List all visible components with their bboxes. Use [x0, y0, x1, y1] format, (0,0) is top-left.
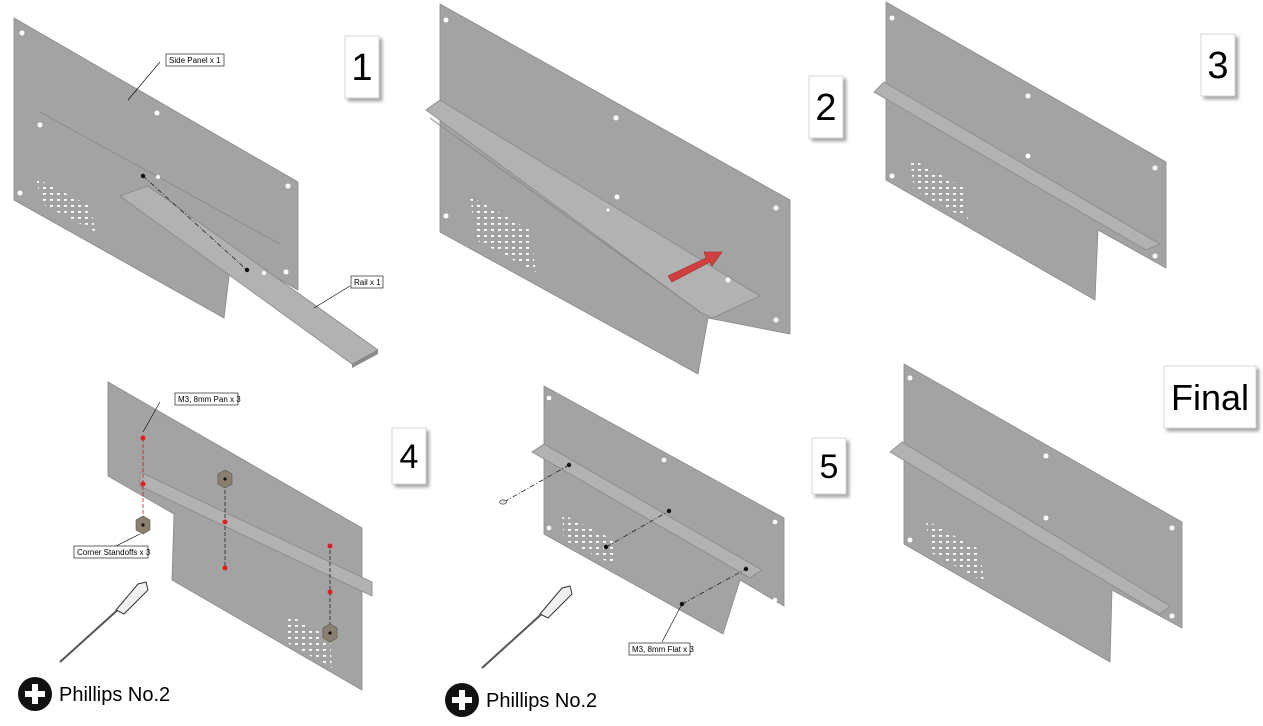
step-5-number: 5 [820, 448, 839, 486]
standoffs-callout: Corner Standoffs x 3 [77, 548, 151, 557]
rail [873, 81, 1161, 251]
final-assembly-illustration [889, 363, 1183, 663]
rail-callout: Rail x 1 [354, 278, 381, 287]
rail [889, 441, 1171, 615]
rail [531, 443, 763, 579]
step-4-illustration: M3, 8mm Pan x 3 Corner Standoffs x 3 [59, 381, 373, 691]
flat-screw [499, 499, 507, 505]
step-5-illustration: M3, 8mm Flat x 3 [481, 385, 785, 669]
side-panel-callout: Side Panel x 1 [169, 56, 221, 65]
flat-screws-callout: M3, 8mm Flat x 3 [632, 645, 694, 654]
step-2-number-box [808, 75, 844, 139]
phillips-head-icon [18, 677, 52, 711]
side-panel [543, 385, 785, 635]
side-panel [439, 3, 791, 375]
vent-holes [910, 158, 968, 220]
tool-label-step-4: Phillips No.2 [59, 684, 170, 706]
step-2-illustration [425, 3, 791, 375]
step-1-number: 1 [351, 47, 372, 89]
final-label-box [1163, 365, 1257, 429]
step-4-number-box [391, 427, 427, 485]
step-3-number-box [1200, 33, 1236, 97]
screwdriver-icon [481, 585, 573, 669]
step-1-number-box [344, 35, 380, 99]
pan-screws-callout: M3, 8mm Pan x 3 [178, 395, 241, 404]
phillips-head-icon [445, 683, 479, 717]
step-2-number: 2 [815, 87, 836, 129]
step-4-number: 4 [400, 438, 419, 476]
step-5-number-box [811, 437, 847, 495]
vent-holes [926, 520, 984, 582]
tool-label-step-5: Phillips No.2 [486, 690, 597, 712]
step-3-illustration [873, 1, 1167, 301]
final-step-label: Final [1171, 377, 1249, 418]
vent-holes [470, 196, 536, 272]
side-panel [885, 1, 1167, 301]
slide-direction-arrow [667, 251, 723, 283]
rail [425, 99, 761, 319]
screwdriver-icon [59, 581, 149, 663]
step-3-number: 3 [1207, 45, 1228, 87]
rail [139, 471, 373, 597]
vent-holes [36, 178, 96, 232]
vent-holes [562, 514, 616, 566]
step-1-illustration: Side Panel x 1 Rail x 1 [13, 17, 384, 368]
side-panel [903, 363, 1183, 663]
side-panel [107, 381, 363, 691]
vent-holes [284, 612, 332, 668]
